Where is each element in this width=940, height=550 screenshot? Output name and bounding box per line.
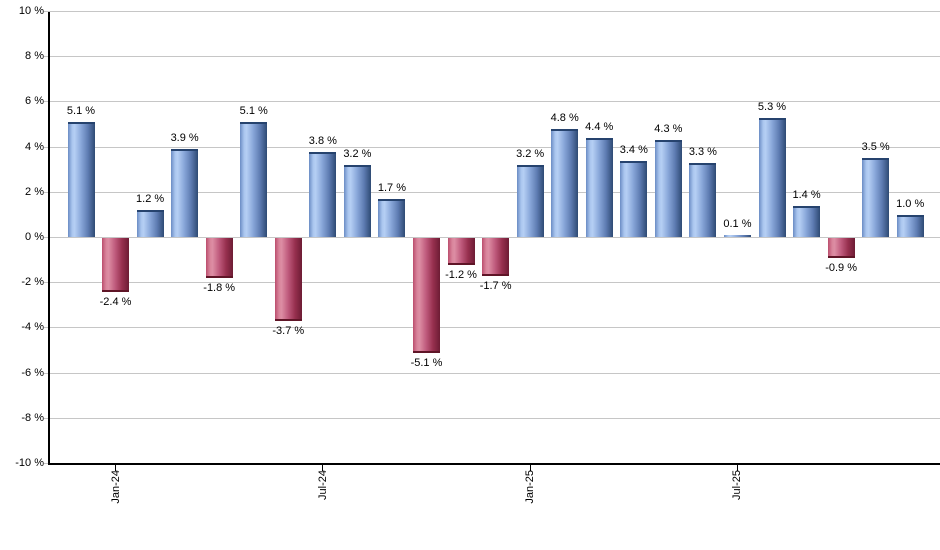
bar-value-label: 3.9 % <box>170 132 199 145</box>
y-axis-tick-label: -2 % <box>21 276 44 289</box>
bar-value-label: 4.4 % <box>585 121 614 134</box>
bar-7[interactable] <box>274 237 302 322</box>
bar-20[interactable] <box>723 235 751 238</box>
gridline--8pct <box>44 417 940 419</box>
bar-value-label: 5.3 % <box>757 100 787 113</box>
bar-6[interactable] <box>240 122 268 238</box>
y-axis-tick-label: 2 % <box>25 185 44 198</box>
bar-value-label: 3.8 % <box>308 134 337 147</box>
bar-19[interactable] <box>689 162 717 238</box>
bar-value-label: 5.1 % <box>239 105 268 118</box>
y-axis-tick-label: -4 % <box>21 321 44 334</box>
x-axis-tick-label: Jan-24 <box>109 469 122 504</box>
gridline-4pct <box>44 146 940 148</box>
bar-11[interactable] <box>413 237 440 353</box>
x-axis-tick <box>529 463 531 471</box>
bar-value-label: 0.1 % <box>723 218 752 231</box>
bar-13[interactable] <box>482 237 510 276</box>
y-axis-tick-label: 8 % <box>25 50 44 63</box>
bar-value-label: -3.7 % <box>272 325 305 338</box>
bar-25[interactable] <box>896 214 924 238</box>
x-axis-tick <box>115 463 117 471</box>
gridline--4pct <box>44 327 940 329</box>
gridline-2pct <box>44 191 940 193</box>
bar-4[interactable] <box>171 149 199 238</box>
bar-value-label: 1.7 % <box>377 182 406 195</box>
bar-value-label: 1.2 % <box>136 193 165 206</box>
bar-value-label: -1.8 % <box>203 282 236 295</box>
bar-14[interactable] <box>516 165 544 238</box>
bar-10[interactable] <box>378 199 406 238</box>
bar-3[interactable] <box>136 210 164 238</box>
x-axis-tick <box>322 463 324 471</box>
bar-value-label: -5.1 % <box>410 356 443 369</box>
y-axis-tick-label: 0 % <box>25 231 44 243</box>
x-axis-tick-label: Jul-24 <box>316 469 329 500</box>
bar-value-label: 3.2 % <box>516 148 545 161</box>
bar-22[interactable] <box>793 205 821 238</box>
bar-value-label: 3.5 % <box>861 141 890 154</box>
bar-value-label: 1.4 % <box>792 188 821 201</box>
x-axis-tick <box>736 463 738 471</box>
bar-value-label: -1.7 % <box>479 279 512 292</box>
bar-17[interactable] <box>620 160 648 238</box>
x-axis-tick-label: Jan-25 <box>524 469 537 504</box>
bar-value-label: -0.9 % <box>825 261 857 274</box>
bar-5[interactable] <box>205 237 233 279</box>
bar-15[interactable] <box>551 129 579 238</box>
bar-value-label: 4.8 % <box>550 112 579 125</box>
bar-value-label: 3.4 % <box>619 143 648 156</box>
bar-value-label: 3.2 % <box>343 148 372 161</box>
bar-2[interactable] <box>102 237 130 292</box>
y-axis-tick-label: -6 % <box>21 366 44 379</box>
bar-value-label: 3.3 % <box>688 145 717 158</box>
y-axis-tick-label: 6 % <box>25 95 44 108</box>
bar-24[interactable] <box>862 158 890 238</box>
gridline-6pct <box>44 101 940 103</box>
y-axis-tick-label: 4 % <box>25 140 44 153</box>
gridline--6pct <box>44 372 940 374</box>
bar-value-label: 5.1 % <box>66 105 96 118</box>
y-axis-line <box>48 11 50 464</box>
bar-23[interactable] <box>827 237 855 258</box>
gridline--2pct <box>44 282 940 284</box>
bar-8[interactable] <box>309 151 337 238</box>
bar-12[interactable] <box>447 237 475 265</box>
bar-9[interactable] <box>343 165 371 238</box>
bar-21[interactable] <box>758 117 786 238</box>
y-axis-tick-label: -10 % <box>15 457 44 469</box>
bar-value-label: 4.3 % <box>654 123 683 136</box>
x-axis-line <box>48 462 940 465</box>
y-axis-tick-label: 10 % <box>18 5 44 17</box>
gridline-8pct <box>44 56 940 58</box>
y-axis-tick-label: -8 % <box>21 411 44 424</box>
bar-18[interactable] <box>654 140 682 238</box>
bar-value-label: -1.2 % <box>445 268 477 281</box>
x-axis-tick-label: Jul-25 <box>731 469 744 500</box>
gridline-10pct <box>44 11 940 12</box>
bar-16[interactable] <box>585 138 613 238</box>
bar-value-label: 1.0 % <box>896 197 925 210</box>
bar-value-label: -2.4 % <box>99 295 132 308</box>
bar-1[interactable] <box>67 122 95 238</box>
